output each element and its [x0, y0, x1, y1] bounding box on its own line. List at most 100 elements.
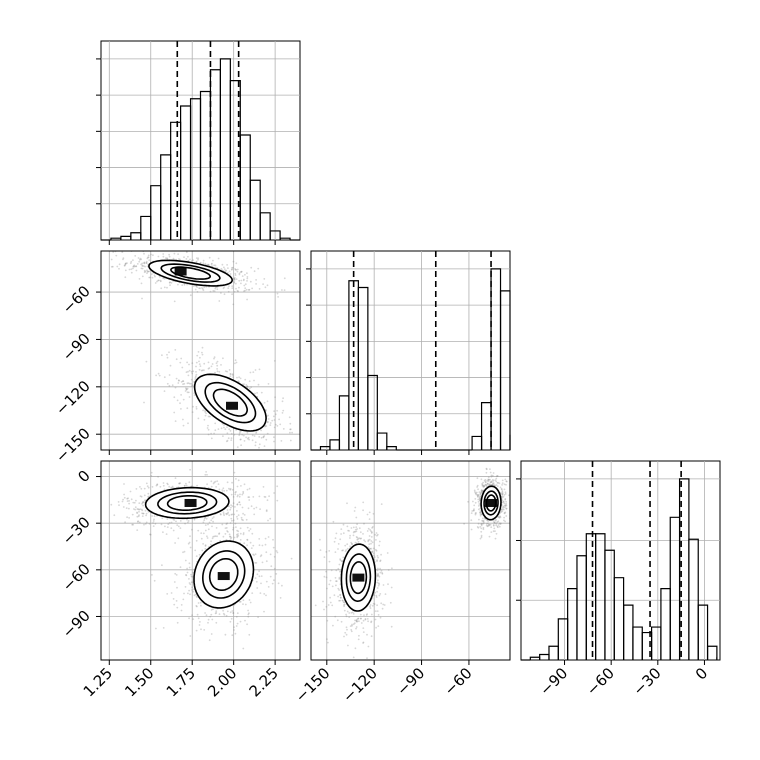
- sample-point: [353, 530, 356, 533]
- sample-point: [140, 487, 143, 490]
- sample-point: [222, 512, 225, 515]
- sample-point: [113, 514, 116, 517]
- sample-point: [249, 280, 252, 283]
- sample-point: [190, 581, 193, 584]
- sample-point: [267, 586, 270, 588]
- sample-point: [258, 288, 261, 290]
- sample-point: [372, 602, 375, 605]
- sample-point: [362, 501, 365, 504]
- sample-point: [222, 609, 225, 612]
- sample-point: [129, 262, 132, 265]
- histogram-bin: [249, 179, 261, 240]
- sample-point: [249, 541, 252, 544]
- sample-point: [225, 489, 228, 492]
- sample-point: [503, 512, 506, 515]
- density-contour: [170, 266, 212, 280]
- sample-point: [260, 391, 263, 394]
- sample-point: [110, 265, 113, 268]
- sample-point: [191, 581, 194, 584]
- sample-point: [479, 514, 482, 517]
- sample-point: [496, 475, 499, 477]
- sample-point: [250, 505, 253, 508]
- sample-point: [221, 489, 224, 491]
- sample-point: [498, 517, 501, 519]
- sample-point: [314, 604, 317, 607]
- sample-point: [196, 596, 198, 598]
- sample-point: [490, 475, 493, 478]
- sample-point: [370, 542, 372, 545]
- plot-background-layer: [96, 250, 511, 665]
- sample-point: [207, 428, 210, 431]
- sample-point: [389, 601, 392, 604]
- sample-point: [176, 606, 179, 609]
- sample-point: [503, 502, 506, 505]
- sample-point: [204, 612, 207, 614]
- x-tick-label: −60: [441, 664, 476, 699]
- sample-point: [171, 485, 174, 488]
- sample-point: [220, 427, 223, 430]
- sample-point: [186, 407, 189, 410]
- sample-point: [232, 303, 235, 306]
- sample-point: [244, 283, 247, 286]
- sample-point: [152, 522, 155, 524]
- sample-point: [134, 255, 137, 257]
- sample-point: [199, 261, 202, 264]
- density-contour: [160, 263, 221, 283]
- sample-point: [495, 532, 498, 535]
- histogram-bin: [650, 626, 662, 660]
- sample-point: [147, 256, 150, 259]
- sample-point: [203, 519, 206, 522]
- sample-point: [265, 409, 267, 411]
- sample-point: [147, 270, 149, 273]
- sample-point: [492, 480, 495, 482]
- sample-point: [258, 538, 261, 540]
- sample-point: [242, 647, 245, 650]
- sample-point: [358, 620, 360, 623]
- sample-point: [162, 531, 164, 534]
- sample-point: [354, 506, 357, 509]
- sample-point: [501, 484, 503, 486]
- sample-point: [184, 586, 187, 588]
- sample-point: [233, 471, 236, 474]
- sample-point: [200, 537, 203, 540]
- sample-point: [254, 369, 257, 371]
- sample-point: [352, 531, 355, 534]
- sample-point: [212, 516, 215, 518]
- sample-point: [334, 577, 337, 579]
- histogram-bin: [623, 604, 634, 660]
- sample-point: [239, 438, 242, 441]
- density-contour: [340, 543, 377, 612]
- sample-point: [227, 437, 230, 440]
- sample-point: [124, 521, 126, 524]
- sample-point: [500, 508, 503, 511]
- sample-point: [162, 627, 165, 629]
- sample-point: [255, 431, 258, 433]
- sample-point: [265, 510, 268, 513]
- sample-point: [289, 439, 292, 442]
- sample-point: [183, 484, 186, 487]
- sample-point: [246, 431, 249, 434]
- sample-point: [197, 529, 200, 532]
- sample-point: [166, 356, 169, 359]
- sample-point: [350, 630, 353, 633]
- sample-point: [232, 612, 235, 614]
- sample-point: [274, 413, 277, 416]
- sample-point: [144, 270, 147, 273]
- sample-point: [501, 492, 504, 495]
- sample-point: [238, 501, 241, 504]
- histogram-bin: [279, 237, 291, 240]
- sample-point: [357, 617, 360, 620]
- sample-point: [133, 265, 136, 268]
- sample-point: [504, 504, 507, 507]
- sample-point: [337, 543, 340, 545]
- sample-point: [149, 276, 152, 279]
- sample-point: [202, 409, 205, 412]
- sample-point: [137, 521, 139, 523]
- sample-point: [236, 446, 239, 448]
- sample-point: [483, 485, 485, 487]
- sample-point: [233, 626, 235, 629]
- sample-point: [327, 604, 330, 606]
- sample-point: [169, 284, 171, 287]
- sample-point: [143, 401, 145, 404]
- sample-point: [228, 487, 230, 490]
